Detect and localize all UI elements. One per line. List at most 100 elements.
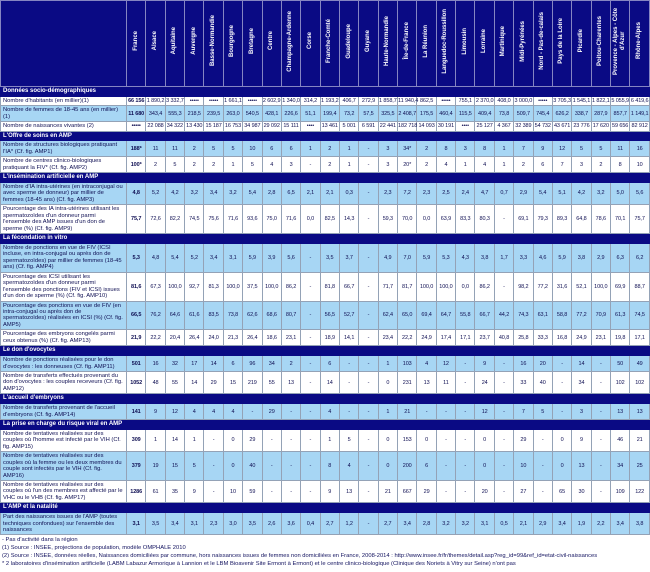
data-cell: 3,8 [629, 512, 650, 536]
data-cell: 57,5 [358, 105, 379, 123]
data-cell: 89,3 [551, 204, 573, 235]
data-cell: 6 591 [358, 121, 379, 132]
section-row: La prise en charge du risque viral en AM… [0, 419, 650, 430]
amp-regional-table: France Alsace Aquitaine Auvergne Basse-Norma… [0, 0, 650, 536]
data-cell: 23 776 [571, 121, 592, 132]
data-cell: 34 987 [242, 121, 263, 132]
data-cell: 12 [474, 403, 495, 420]
data-cell: 0 [551, 428, 573, 453]
data-cell: - [300, 329, 321, 347]
data-cell: 100,0 [416, 271, 437, 302]
data-cell: 25,8 [513, 329, 534, 347]
data-cell: 1 890,2 [145, 95, 166, 107]
data-cell: - [261, 479, 282, 504]
data-cell: 16 [629, 140, 650, 158]
section-header: Le don d'ovocytes [0, 345, 650, 356]
data-cell: - [590, 428, 611, 453]
column-header: Martinique [493, 0, 515, 87]
data-cell: 2,7 [319, 512, 340, 536]
data-cell: 5,0 [609, 181, 631, 206]
data-cell: 10 [513, 451, 534, 481]
data-cell: 4,8 [125, 181, 147, 206]
data-cell: 32 389 [513, 121, 534, 132]
data-cell: 102 [629, 370, 650, 395]
section-row: L'Offre de soins en AMP [0, 130, 650, 142]
data-cell: 40,8 [493, 329, 515, 347]
data-cell: ••••• [435, 95, 457, 107]
data-cell: - [203, 451, 224, 481]
data-cell: 100,0 [164, 271, 186, 302]
data-cell: - [358, 300, 379, 331]
data-cell: 16 [145, 355, 166, 372]
data-cell: 0 [222, 428, 244, 453]
column-header-label: Corse [306, 32, 313, 50]
data-cell: 3 705,3 [551, 95, 573, 107]
column-header-label: Nord - Pas-de-calais [539, 12, 546, 70]
section-row: Le don d'ovocytes [0, 345, 650, 356]
data-cell: 61,3 [609, 300, 631, 331]
data-cell: 199,4 [319, 105, 340, 123]
data-cell: 69,9 [609, 271, 631, 302]
data-cell: 81,8 [319, 271, 340, 302]
data-cell: 59,3 [377, 204, 399, 235]
data-cell: 200 [397, 451, 418, 481]
data-cell: 3,4 [164, 512, 186, 536]
data-cell: - [590, 403, 611, 420]
data-cell: - [338, 355, 360, 372]
data-cell: 20,4 [164, 329, 186, 347]
data-cell: 219 [242, 370, 263, 395]
data-cell: - [358, 181, 379, 206]
column-header-label: Haute-Normandie [384, 15, 391, 66]
data-cell: 103 [397, 355, 418, 372]
column-header: Franche-Comté [319, 0, 340, 87]
data-cell: - [435, 403, 457, 420]
data-cell: 5 [164, 156, 186, 174]
data-cell: - [551, 403, 573, 420]
data-cell: 29 [416, 479, 437, 504]
data-cell: 22,2 [145, 329, 166, 347]
data-cell: 0,0 [300, 204, 321, 235]
data-cell: ••••• [203, 95, 224, 107]
data-cell: 2,4 [455, 181, 476, 206]
data-cell: 4,9 [377, 242, 399, 273]
data-cell: 0 [377, 428, 399, 453]
data-cell: •••• [455, 121, 476, 132]
row-label: Nombre de structures biologiques pratiqu… [0, 140, 127, 158]
footnote: (2) Source : INSEE, données réelles, Nai… [2, 553, 598, 560]
data-cell: 74,5 [629, 300, 650, 331]
table-row: Nombre de ponctions réalisées pour le do… [0, 355, 650, 372]
data-cell: 122 [629, 479, 650, 504]
data-cell: - [493, 403, 515, 420]
data-cell: 6 [532, 156, 553, 174]
data-cell: 6 [222, 355, 244, 372]
data-cell: 1052 [125, 370, 147, 395]
section-header: L'AMP et la natalité [0, 502, 650, 514]
data-cell: 71,6 [222, 204, 244, 235]
data-cell: 82 912 [629, 121, 650, 132]
data-cell: 73,2 [338, 105, 360, 123]
section-row: L'accueil d'embryons [0, 393, 650, 405]
data-cell: 175,5 [416, 105, 437, 123]
data-cell: 3 [455, 140, 476, 158]
data-cell: 9 [474, 355, 495, 372]
data-cell: 5,3 [435, 242, 457, 273]
data-cell: 5,6 [629, 181, 650, 206]
data-cell: 2 [184, 140, 205, 158]
column-header: Limousin [455, 0, 476, 87]
data-cell: 2 408,7 [397, 105, 418, 123]
data-cell: 2,1 [319, 181, 340, 206]
data-cell: 24,0 [203, 329, 224, 347]
data-cell: 100,0 [222, 271, 244, 302]
data-cell: 29 [513, 428, 534, 453]
data-cell: 15 [164, 451, 186, 481]
footnote: (1) Source : INSEE, projections de popul… [2, 545, 186, 552]
data-cell: 8 [609, 156, 631, 174]
data-cell: 408,0 [493, 95, 515, 107]
data-cell: 63,9 [435, 204, 457, 235]
data-cell: 314,2 [300, 95, 321, 107]
data-cell: 2,2 [590, 512, 611, 536]
data-cell: 0 [416, 428, 437, 453]
data-cell: 55,8 [455, 300, 476, 331]
data-cell: 54 732 [532, 121, 553, 132]
data-cell: 22 441 [377, 121, 399, 132]
